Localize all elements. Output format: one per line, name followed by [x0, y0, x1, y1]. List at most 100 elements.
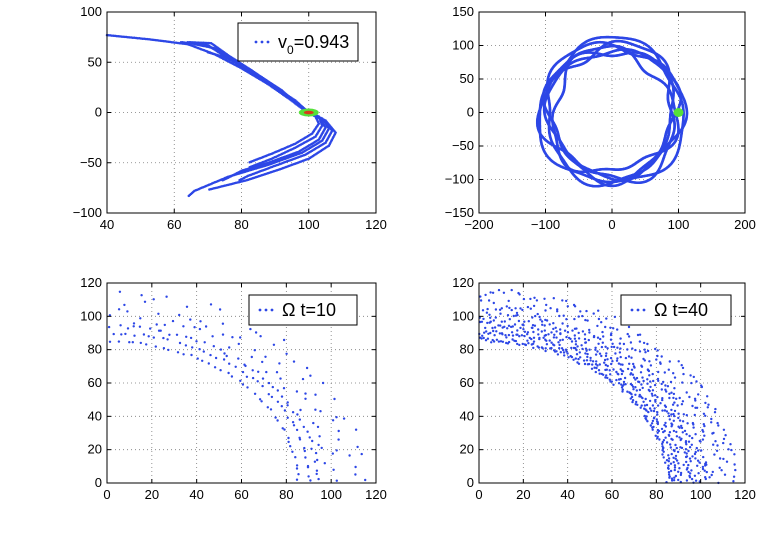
data-point [648, 407, 652, 410]
data-point [711, 470, 714, 474]
data-point [656, 428, 660, 432]
data-point [544, 349, 547, 353]
data-point [508, 318, 511, 321]
legend-marker [636, 308, 640, 312]
data-point [552, 343, 555, 346]
data-point [554, 326, 557, 329]
data-point [696, 464, 699, 467]
data-point [549, 347, 552, 350]
data-point [664, 421, 667, 425]
data-point [586, 355, 589, 359]
y-tick-label: 0 [95, 105, 102, 120]
data-point [506, 314, 510, 317]
data-point [360, 452, 363, 456]
data-point [198, 348, 201, 351]
data-point [599, 337, 602, 341]
data-point [670, 422, 673, 425]
data-point [564, 348, 568, 351]
data-point [638, 333, 642, 336]
data-point [584, 352, 587, 355]
data-point [492, 301, 495, 305]
data-point [239, 336, 242, 339]
data-point [243, 363, 246, 366]
data-point [264, 355, 267, 358]
data-point [651, 419, 655, 423]
data-point [579, 356, 582, 359]
data-point [672, 429, 676, 433]
data-point [157, 312, 160, 315]
data-point [634, 393, 637, 396]
data-point [251, 376, 255, 380]
data-point [679, 471, 683, 475]
data-point [617, 362, 621, 365]
data-point [691, 455, 694, 458]
data-point [208, 188, 211, 191]
data-point [486, 321, 489, 325]
data-point [574, 340, 578, 343]
data-point [605, 374, 608, 377]
data-point [533, 296, 536, 299]
data-point [553, 333, 556, 336]
data-point [550, 341, 553, 344]
data-point [572, 358, 575, 361]
data-point [667, 457, 671, 460]
data-point [145, 343, 148, 346]
data-point [672, 461, 675, 464]
data-point [195, 340, 198, 343]
data-point [670, 413, 673, 416]
data-point [281, 427, 284, 430]
data-point [165, 295, 168, 298]
data-point [635, 400, 638, 404]
data-point [643, 407, 646, 410]
data-point [323, 462, 326, 465]
data-point [617, 378, 621, 381]
data-point [364, 478, 367, 482]
data-point [618, 351, 622, 354]
data-point [107, 325, 111, 329]
data-point [316, 458, 319, 462]
data-point [674, 454, 678, 458]
data-point [586, 363, 590, 366]
data-point [583, 362, 587, 366]
data-points [535, 35, 689, 188]
data-point [592, 334, 596, 338]
data-point [683, 451, 686, 454]
data-point [687, 463, 690, 467]
data-point [280, 405, 283, 408]
data-point [491, 338, 494, 342]
data-point [572, 303, 576, 307]
data-point [523, 320, 526, 323]
data-point [493, 334, 496, 337]
data-point [490, 341, 493, 344]
data-point [505, 336, 508, 339]
data-point [198, 327, 202, 331]
data-point [560, 347, 564, 350]
data-point [274, 416, 277, 419]
data-point [196, 357, 199, 360]
data-point [588, 331, 591, 334]
data-point [581, 347, 584, 351]
data-points [105, 33, 337, 198]
data-point [301, 377, 305, 381]
data-point [612, 345, 616, 349]
data-point [668, 396, 671, 400]
data-point [555, 336, 558, 339]
data-point [511, 338, 514, 341]
y-tick-label: 150 [452, 4, 474, 19]
data-point [510, 331, 514, 334]
data-point [544, 309, 547, 312]
data-point [501, 326, 504, 329]
data-point [486, 307, 489, 311]
data-point [595, 360, 598, 363]
data-point [203, 341, 206, 344]
data-point [258, 398, 262, 401]
data-point [532, 340, 536, 343]
data-point [570, 340, 574, 343]
data-point [683, 429, 687, 433]
data-point [497, 324, 500, 327]
data-point [672, 412, 675, 416]
data-point [612, 368, 615, 371]
data-point [718, 466, 721, 469]
data-point [540, 320, 544, 323]
data-point [692, 426, 695, 429]
